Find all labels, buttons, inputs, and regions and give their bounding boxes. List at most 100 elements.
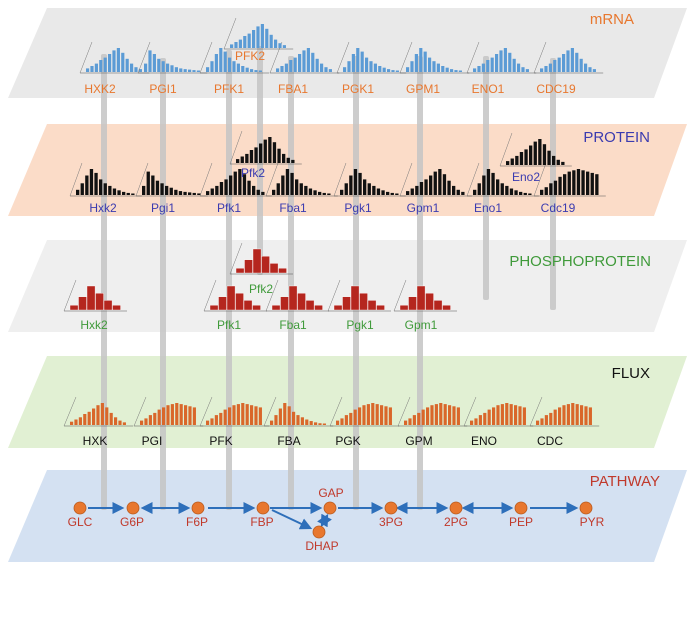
mrna-histogram bbox=[79, 41, 150, 74]
flux-label-fba: FBA bbox=[277, 434, 300, 448]
mrna-panel bbox=[8, 8, 687, 98]
protein-histogram bbox=[265, 162, 338, 197]
flux-label-hxk: HXK bbox=[83, 434, 108, 448]
flux-histogram bbox=[263, 396, 334, 427]
pathway-label-f6p: F6P bbox=[186, 515, 208, 529]
flux-histogram bbox=[63, 396, 134, 427]
mrna-label-fba1: FBA1 bbox=[278, 82, 308, 96]
phospho-histogram bbox=[229, 242, 293, 275]
node-fbp bbox=[256, 501, 270, 515]
phospho-label-hxk2: Hxk2 bbox=[80, 318, 108, 332]
pathway-label-3pg: 3PG bbox=[379, 515, 403, 529]
node-gap bbox=[323, 501, 337, 515]
flux-label-pgk: PGK bbox=[335, 434, 360, 448]
flux-histogram bbox=[463, 396, 534, 427]
node-dhap bbox=[312, 525, 326, 539]
phospho-histogram bbox=[265, 279, 329, 312]
mrna-label-pfk1: PFK1 bbox=[214, 82, 244, 96]
mrna-label-pgi1: PGI1 bbox=[149, 82, 177, 96]
mrna-label-gpm1: GPM1 bbox=[406, 82, 440, 96]
mrna-label-hxk2: HXK2 bbox=[84, 82, 116, 96]
pillar bbox=[160, 58, 166, 510]
phospho-label-pfk1: Pfk1 bbox=[217, 318, 241, 332]
pathway-label-pep: PEP bbox=[509, 515, 533, 529]
protein-layer-title: PROTEIN bbox=[583, 129, 650, 146]
mrna-histogram bbox=[533, 41, 604, 74]
flux-label-cdc: CDC bbox=[537, 434, 563, 448]
pathway-label-dhap: DHAP bbox=[305, 539, 338, 553]
mrna-layer-title: mRNA bbox=[590, 11, 634, 28]
phosphoprotein-layer-title: PHOSPHOPROTEIN bbox=[509, 253, 651, 270]
pathway-nodes bbox=[73, 501, 593, 539]
node-pyr bbox=[579, 501, 593, 515]
pathway-panel bbox=[8, 470, 687, 562]
node-pep bbox=[514, 501, 528, 515]
phosphoprotein-panel bbox=[8, 240, 687, 332]
mrna-label-cdc19: CDC19 bbox=[536, 82, 576, 96]
arrow-fbp-dhap bbox=[271, 509, 313, 530]
phospho-label-gpm1: Gpm1 bbox=[405, 318, 438, 332]
mrna-label-pgk1: PGK1 bbox=[342, 82, 374, 96]
protein-histogram bbox=[199, 162, 272, 197]
protein-histogram bbox=[333, 162, 406, 197]
pathway-label-glc: GLC bbox=[68, 515, 93, 529]
phospho-label-pgk1: Pgk1 bbox=[346, 318, 374, 332]
mrna-histogram bbox=[269, 41, 340, 74]
flux-label-eno: ENO bbox=[471, 434, 497, 448]
phospho-label-pfk2: Pfk2 bbox=[249, 282, 273, 296]
phospho-histogram bbox=[203, 279, 267, 312]
pillar bbox=[483, 56, 489, 300]
pathway-label-pyr: PYR bbox=[580, 515, 605, 529]
protein-histogram bbox=[135, 162, 208, 197]
flux-label-pgi: PGI bbox=[142, 434, 163, 448]
flux-histogram bbox=[329, 396, 400, 427]
flux-label-gpm: GPM bbox=[405, 434, 432, 448]
protein-label-eno2: Eno2 bbox=[512, 170, 540, 184]
protein-label-hxk2: Hxk2 bbox=[89, 201, 117, 215]
flux-label-pfk: PFK bbox=[209, 434, 232, 448]
pillar bbox=[226, 50, 232, 510]
mrna-histogram bbox=[137, 41, 208, 74]
mrna-histogram bbox=[399, 41, 470, 74]
node-g6p bbox=[126, 501, 140, 515]
flux-histogram bbox=[133, 396, 204, 427]
protein-label-eno1: Eno1 bbox=[474, 201, 502, 215]
node-f6p bbox=[191, 501, 205, 515]
mrna-label-pfk2: PFK2 bbox=[235, 49, 265, 63]
flux-layer-title: FLUX bbox=[612, 365, 650, 382]
pillar bbox=[417, 56, 423, 510]
flux-histogram bbox=[199, 396, 270, 427]
protein-label-cdc19: Cdc19 bbox=[541, 201, 576, 215]
arrow-dhap-gap bbox=[317, 513, 332, 528]
phospho-histogram bbox=[63, 279, 127, 312]
protein-label-pgi1: Pgi1 bbox=[151, 201, 175, 215]
node-glc bbox=[73, 501, 87, 515]
phospho-label-fba1: Fba1 bbox=[279, 318, 307, 332]
node-3pg bbox=[384, 501, 398, 515]
flux-histogram bbox=[529, 396, 600, 427]
protein-label-fba1: Fba1 bbox=[279, 201, 307, 215]
node-2pg bbox=[449, 501, 463, 515]
mrna-histogram bbox=[336, 41, 407, 74]
pillar bbox=[288, 56, 294, 510]
mrna-label-eno1: ENO1 bbox=[472, 82, 505, 96]
protein-histogram bbox=[69, 162, 142, 197]
phospho-histogram bbox=[327, 279, 391, 312]
pillar bbox=[550, 58, 556, 310]
mrna-histogram bbox=[199, 41, 270, 74]
protein-label-pfk2: Pfk2 bbox=[241, 166, 265, 180]
protein-label-gpm1: Gpm1 bbox=[407, 201, 440, 215]
flux-histogram bbox=[397, 396, 468, 427]
protein-histogram bbox=[499, 132, 572, 167]
protein-label-pgk1: Pgk1 bbox=[344, 201, 372, 215]
protein-histogram bbox=[229, 130, 302, 165]
protein-histogram bbox=[466, 162, 539, 197]
pathway-arrows bbox=[88, 502, 579, 530]
pathway-label-2pg: 2PG bbox=[444, 515, 468, 529]
protein-label-pfk1: Pfk1 bbox=[217, 201, 241, 215]
phospho-histogram bbox=[393, 279, 457, 312]
pathway-label-g6p: G6P bbox=[120, 515, 144, 529]
protein-histogram bbox=[399, 162, 472, 197]
pathway-layer-title: PATHWAY bbox=[590, 473, 660, 490]
